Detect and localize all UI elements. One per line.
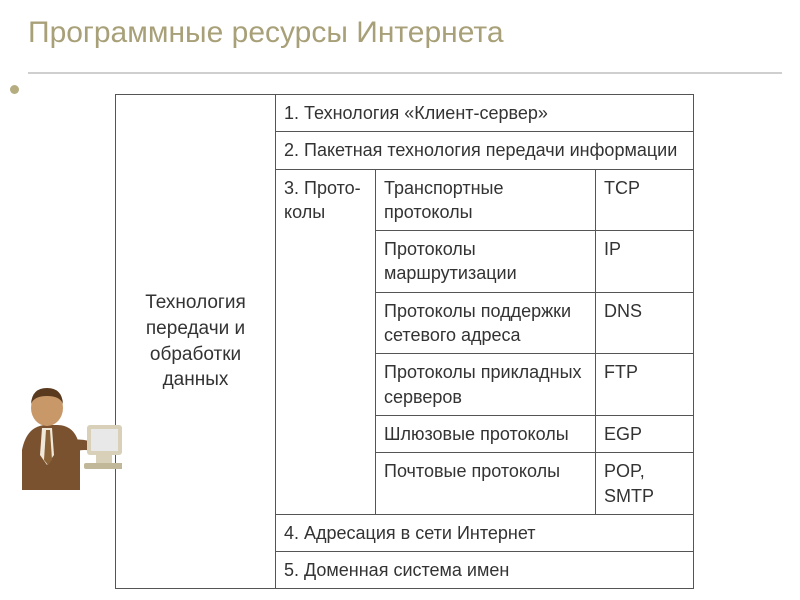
row-2: 2. Пакетная технология передачи информац… [276, 132, 694, 169]
row-5: 5. Доменная система имен [276, 552, 694, 589]
protocol-abbr: POP, SMTP [596, 453, 694, 515]
row-3-label: 3. Прото-колы [276, 169, 376, 514]
protocol-abbr: TCP [596, 169, 694, 231]
row-4: 4. Адресация в сети Интернет [276, 514, 694, 551]
main-header-cell: Технология передачи и обработки данных [116, 95, 276, 589]
protocol-name: Протоколы поддержки сетевого адреса [376, 292, 596, 354]
protocol-name: Протоколы маршрутизации [376, 231, 596, 293]
title-underline [28, 72, 782, 74]
protocol-name: Транспортные протоколы [376, 169, 596, 231]
row-1: 1. Технология «Клиент-сервер» [276, 95, 694, 132]
protocol-name: Протоколы прикладных серверов [376, 354, 596, 416]
protocol-abbr: DNS [596, 292, 694, 354]
protocol-abbr: EGP [596, 415, 694, 452]
protocols-table: Технология передачи и обработки данных 1… [115, 94, 694, 589]
page-title: Программные ресурсы Интернета [28, 16, 800, 50]
table-row: Технология передачи и обработки данных 1… [116, 95, 694, 132]
protocol-abbr: IP [596, 231, 694, 293]
bullet-icon [10, 85, 19, 94]
protocol-name: Почтовые протоколы [376, 453, 596, 515]
protocol-name: Шлюзовые протоколы [376, 415, 596, 452]
title-area: Программные ресурсы Интернета [0, 0, 800, 54]
protocol-abbr: FTP [596, 354, 694, 416]
table-container: Технология передачи и обработки данных 1… [115, 94, 693, 589]
man-at-computer-icon [2, 370, 122, 500]
